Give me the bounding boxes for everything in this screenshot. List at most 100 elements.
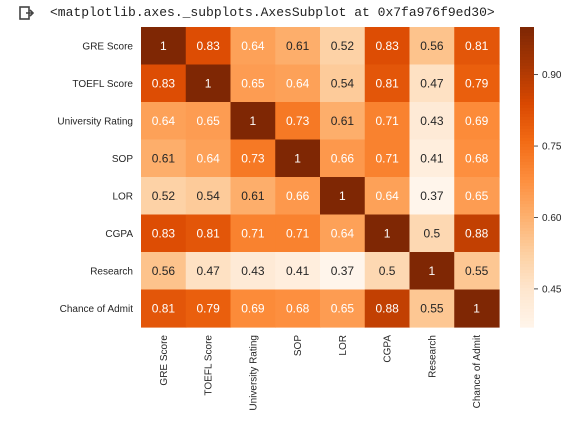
heatmap-cell-gre-score-gre-score — [141, 27, 187, 66]
colorbar-segment — [520, 162, 534, 166]
heatmap-cell-chance-of-admit-university-rating — [230, 289, 276, 328]
heatmap-value-label: 1 — [339, 189, 346, 203]
heatmap-cell-lor-gre-score — [141, 177, 187, 216]
heatmap-cell-chance-of-admit-research — [409, 289, 455, 328]
colorbar-segment — [520, 237, 534, 241]
heatmap-cell-university-rating-sop — [275, 102, 321, 141]
colorbar-segment — [520, 159, 534, 163]
colorbar-segment — [520, 93, 534, 97]
heatmap-cell-toefl-score-chance-of-admit — [454, 64, 500, 103]
heatmap-cell-lor-sop — [275, 177, 321, 216]
heatmap-cell-research-chance-of-admit — [454, 252, 500, 291]
colorbar-segment — [520, 216, 534, 220]
heatmap-value-label: 0.43 — [241, 264, 265, 278]
colorbar-segment — [520, 153, 534, 157]
colorbar-segment — [520, 219, 534, 223]
y-tick-label-research: Research — [90, 266, 133, 277]
heatmap-value-label: 0.69 — [465, 114, 489, 128]
x-tick-label-lor: LOR — [338, 335, 349, 356]
heatmap-cell-university-rating-toefl-score — [185, 102, 232, 141]
colorbar-segment — [520, 39, 534, 43]
heatmap-value-label: 0.47 — [196, 264, 220, 278]
heatmap-cell-toefl-score-toefl-score — [185, 64, 232, 103]
colorbar-segment — [520, 243, 534, 247]
heatmap-cell-chance-of-admit-toefl-score — [185, 289, 232, 328]
heatmap-value-label: 0.81 — [196, 226, 220, 240]
heatmap-value-label: 0.71 — [375, 151, 399, 165]
colorbar-segment — [520, 165, 534, 169]
heatmap-cell-lor-university-rating — [230, 177, 276, 216]
y-tick-label-university-rating: University Rating — [57, 116, 133, 127]
y-tick-label-sop: SOP — [112, 154, 133, 165]
colorbar-segment — [520, 48, 534, 52]
colorbar-segment — [520, 96, 534, 100]
colorbar-segment — [520, 207, 534, 211]
heatmap-value-label: 0.65 — [196, 114, 220, 128]
colorbar-segment — [520, 132, 534, 136]
colorbar-segment — [520, 246, 534, 250]
colorbar-segment — [520, 102, 534, 106]
colorbar-segment — [520, 300, 534, 304]
colorbar-segment — [520, 108, 534, 112]
heatmap-value-label: 0.68 — [286, 301, 310, 315]
heatmap-cell-research-toefl-score — [185, 252, 232, 291]
heatmap-cell-toefl-score-sop — [275, 64, 321, 103]
heatmap-cell-university-rating-gre-score — [141, 102, 187, 141]
colorbar-tick-label: 0.90 — [542, 70, 562, 81]
colorbar-segment — [520, 294, 534, 298]
colorbar-segment — [520, 114, 534, 118]
colorbar-segment — [520, 198, 534, 202]
x-tick-label-research: Research — [427, 335, 438, 378]
colorbar-segment — [520, 180, 534, 184]
colorbar-segment — [520, 225, 534, 229]
heatmap-value-label: 0.73 — [241, 151, 265, 165]
heatmap-value-label: 1 — [473, 301, 480, 315]
heatmap-value-label: 0.65 — [241, 76, 265, 90]
colorbar-segment — [520, 315, 534, 319]
colorbar-segment — [520, 33, 534, 37]
colorbar-segment — [520, 240, 534, 244]
heatmap-cell-toefl-score-gre-score — [141, 64, 187, 103]
heatmap-cell-sop-university-rating — [230, 139, 276, 178]
heatmap-value-label: 0.83 — [375, 39, 399, 53]
colorbar-segment — [520, 120, 534, 124]
heatmap-value-label: 0.71 — [241, 226, 265, 240]
heatmap-value-label: 0.41 — [286, 264, 310, 278]
colorbar-segment — [520, 288, 534, 292]
heatmap-value-label: 0.64 — [375, 189, 399, 203]
heatmap-cells: 1 0.83 0.64 0.61 0.52 0.83 0.56 0.81 0.83 1 0.65 0.… — [141, 27, 500, 328]
heatmap-value-label: 0.61 — [241, 189, 265, 203]
heatmap-value-label: 1 — [160, 39, 167, 53]
colorbar-segment — [520, 264, 534, 268]
colorbar-segment — [520, 87, 534, 91]
colorbar-segment — [520, 36, 534, 40]
heatmap-cell-sop-chance-of-admit — [454, 139, 500, 178]
heatmap-value-label: 1 — [250, 114, 257, 128]
colorbar-segment — [520, 312, 534, 316]
heatmap-cell-university-rating-cgpa — [364, 102, 411, 141]
colorbar-segment — [520, 195, 534, 199]
y-axis-labels: GRE Score TOEFL Score University Rating SOP… — [57, 41, 133, 315]
colorbar-segment — [520, 138, 534, 142]
colorbar-segment — [520, 249, 534, 253]
colorbar-segment — [520, 42, 534, 46]
heatmap-value-label: 0.61 — [152, 151, 176, 165]
heatmap-cell-cgpa-cgpa — [364, 214, 411, 253]
heatmap-cell-cgpa-university-rating — [230, 214, 276, 253]
heatmap-value-label: 0.52 — [331, 39, 355, 53]
x-axis-labels: GRE Score TOEFL Score University Rating SOP… — [159, 335, 483, 411]
colorbar-segment — [520, 51, 534, 55]
heatmap-cell-research-gre-score — [141, 252, 187, 291]
heatmap-value-label: 0.71 — [375, 114, 399, 128]
heatmap-value-label: 0.55 — [420, 301, 444, 315]
heatmap-value-label: 0.55 — [465, 264, 489, 278]
colorbar-segment — [520, 282, 534, 286]
heatmap-cell-lor-toefl-score — [185, 177, 232, 216]
heatmap-value-label: 0.83 — [152, 76, 176, 90]
heatmap-value-label: 0.69 — [241, 301, 265, 315]
colorbar-segment — [520, 174, 534, 178]
colorbar-segment — [520, 228, 534, 232]
heatmap-value-label: 0.81 — [465, 39, 489, 53]
heatmap-value-label: 0.37 — [420, 189, 444, 203]
heatmap-cell-lor-research — [409, 177, 455, 216]
